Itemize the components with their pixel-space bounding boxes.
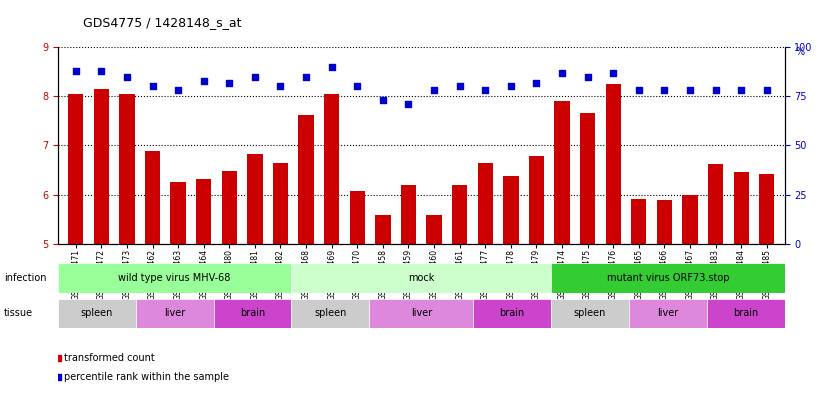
Point (69, 68, 83, 74)
Bar (196, 179, 211, 244)
Bar (426, 215, 442, 244)
Text: mock: mock (408, 273, 434, 283)
Point (555, 70, 568, 76)
Text: wild type virus MHV-68: wild type virus MHV-68 (118, 273, 230, 283)
Bar (68, 94, 83, 244)
Text: spleen: spleen (314, 309, 347, 318)
Point (453, 83, 466, 90)
Bar (452, 185, 468, 244)
FancyBboxPatch shape (551, 299, 629, 328)
Point (146, 83, 159, 90)
FancyBboxPatch shape (707, 299, 785, 328)
Point (734, 87, 748, 94)
Point (632, 87, 645, 94)
Point (51, 374, 64, 380)
Point (274, 83, 287, 90)
Text: spleen: spleen (574, 309, 606, 318)
Bar (580, 114, 596, 244)
Point (223, 79, 236, 86)
Point (657, 87, 671, 94)
FancyBboxPatch shape (292, 299, 369, 328)
Bar (682, 195, 698, 244)
Bar (375, 215, 391, 244)
Point (300, 73, 313, 80)
Text: infection: infection (4, 273, 46, 283)
Bar (119, 94, 135, 244)
Point (172, 87, 185, 94)
Point (249, 73, 262, 80)
Text: spleen: spleen (81, 309, 113, 318)
Bar (349, 191, 365, 244)
Point (351, 83, 364, 90)
FancyBboxPatch shape (473, 299, 551, 328)
FancyBboxPatch shape (58, 263, 292, 293)
Text: transformed count: transformed count (64, 353, 154, 363)
Bar (273, 163, 288, 244)
Point (709, 87, 722, 94)
Bar (631, 199, 647, 244)
Point (121, 73, 134, 80)
Text: brain: brain (733, 309, 758, 318)
FancyBboxPatch shape (135, 299, 214, 328)
Point (325, 64, 339, 70)
Bar (733, 173, 749, 244)
Bar (145, 151, 160, 244)
Point (51, 354, 64, 361)
Point (377, 97, 390, 103)
Bar (554, 101, 570, 244)
FancyBboxPatch shape (214, 299, 292, 328)
Bar (657, 200, 672, 244)
Point (427, 87, 440, 94)
Point (478, 87, 491, 94)
Point (760, 87, 773, 94)
Point (504, 83, 517, 90)
Bar (401, 185, 416, 244)
Text: liver: liver (164, 309, 185, 318)
Point (683, 87, 696, 94)
Point (529, 79, 543, 86)
Bar (605, 84, 621, 244)
Text: brain: brain (500, 309, 525, 318)
Bar (708, 164, 724, 244)
Bar (477, 163, 493, 244)
Bar (170, 182, 186, 244)
Point (606, 70, 620, 76)
Text: liver: liver (411, 309, 432, 318)
Bar (529, 156, 544, 244)
FancyBboxPatch shape (369, 299, 473, 328)
FancyBboxPatch shape (292, 263, 551, 293)
Bar (503, 176, 519, 244)
Point (197, 77, 211, 84)
Text: %: % (795, 47, 805, 57)
Text: brain: brain (240, 309, 265, 318)
Text: mutant virus ORF73.stop: mutant virus ORF73.stop (606, 273, 729, 283)
Point (581, 73, 594, 80)
Text: tissue: tissue (4, 308, 33, 318)
Text: percentile rank within the sample: percentile rank within the sample (64, 372, 229, 382)
FancyBboxPatch shape (58, 299, 135, 328)
Point (95, 68, 108, 74)
Bar (298, 115, 314, 244)
Text: GDS4775 / 1428148_s_at: GDS4775 / 1428148_s_at (83, 16, 241, 29)
Point (402, 101, 415, 107)
Bar (324, 94, 339, 244)
Bar (247, 154, 263, 244)
Bar (93, 89, 109, 244)
Bar (759, 174, 775, 244)
FancyBboxPatch shape (629, 299, 707, 328)
Bar (221, 171, 237, 244)
FancyBboxPatch shape (551, 263, 785, 293)
Text: liver: liver (657, 309, 678, 318)
